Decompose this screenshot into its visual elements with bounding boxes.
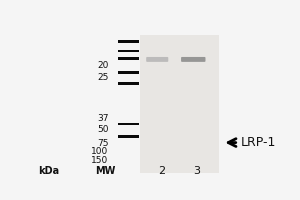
Text: 50: 50 [97,125,108,134]
Bar [118,50,139,52]
Bar [118,40,139,43]
Text: 20: 20 [97,61,108,70]
Bar [140,35,219,173]
Text: kDa: kDa [39,166,60,176]
Text: 37: 37 [97,114,108,123]
Text: 150: 150 [91,156,108,165]
Bar [118,123,139,125]
Text: LRP-1: LRP-1 [241,136,276,149]
Text: 75: 75 [97,139,108,148]
Text: 3: 3 [193,166,200,176]
Bar [118,57,139,60]
Bar [118,71,139,74]
Text: 25: 25 [97,73,108,82]
Text: MW: MW [95,166,115,176]
Text: 100: 100 [91,147,108,156]
Text: 2: 2 [158,166,166,176]
FancyBboxPatch shape [146,57,168,62]
Bar [118,82,139,85]
FancyBboxPatch shape [181,57,206,62]
Bar [118,135,139,138]
